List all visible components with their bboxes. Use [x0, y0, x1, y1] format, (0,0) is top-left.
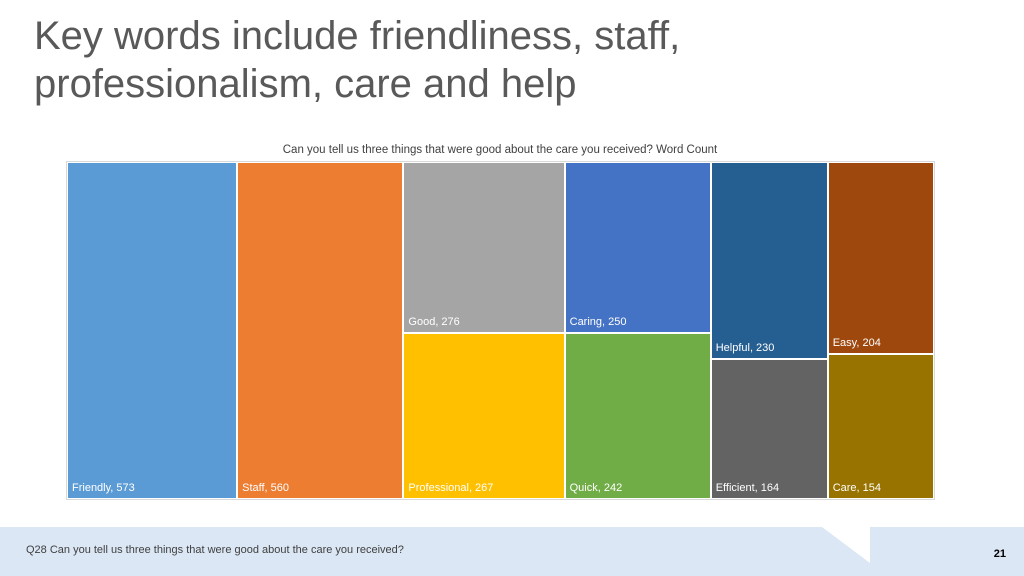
- treemap-tile-label: Staff, 560: [242, 482, 290, 494]
- treemap-tile-friendly: Friendly, 573: [67, 162, 238, 499]
- treemap-tile-label: Care, 154: [832, 481, 882, 494]
- treemap-tile-label: Friendly, 573: [72, 482, 135, 494]
- footer-notch-shape: [822, 527, 870, 563]
- treemap-tile-label: Good, 276: [408, 316, 460, 329]
- treemap-tile-efficient: Efficient, 164: [710, 358, 828, 499]
- treemap-tile-easy: Easy, 204: [827, 162, 934, 355]
- page-number: 21: [993, 548, 1006, 560]
- treemap-tile-label: Helpful, 230: [715, 341, 775, 354]
- treemap-tile-label: Professional, 267: [408, 481, 494, 494]
- treemap-tile-care: Care, 154: [827, 354, 934, 499]
- chart-title: Can you tell us three things that were g…: [282, 144, 718, 156]
- treemap-tile-label: Caring, 250: [569, 316, 627, 329]
- treemap-tile-label: Easy, 204: [832, 337, 881, 350]
- treemap-tile-quick: Quick, 242: [564, 333, 711, 499]
- treemap-tile-label: Efficient, 164: [715, 481, 780, 494]
- treemap-tile-good: Good, 276: [403, 162, 565, 334]
- slide-title: Key words include friendliness, staff, p…: [34, 14, 681, 106]
- footnote: Q28 Can you tell us three things that we…: [26, 544, 404, 556]
- treemap-tile-caring: Caring, 250: [564, 162, 711, 334]
- treemap-tile-label: Quick, 242: [569, 481, 623, 494]
- treemap-tile-staff: Staff, 560: [237, 162, 404, 499]
- treemap-tile-professional: Professional, 267: [403, 333, 565, 499]
- treemap-tile-helpful: Helpful, 230: [710, 162, 828, 359]
- treemap-chart: Friendly, 573 Staff, 560 Good, 276 Professi…: [66, 161, 935, 500]
